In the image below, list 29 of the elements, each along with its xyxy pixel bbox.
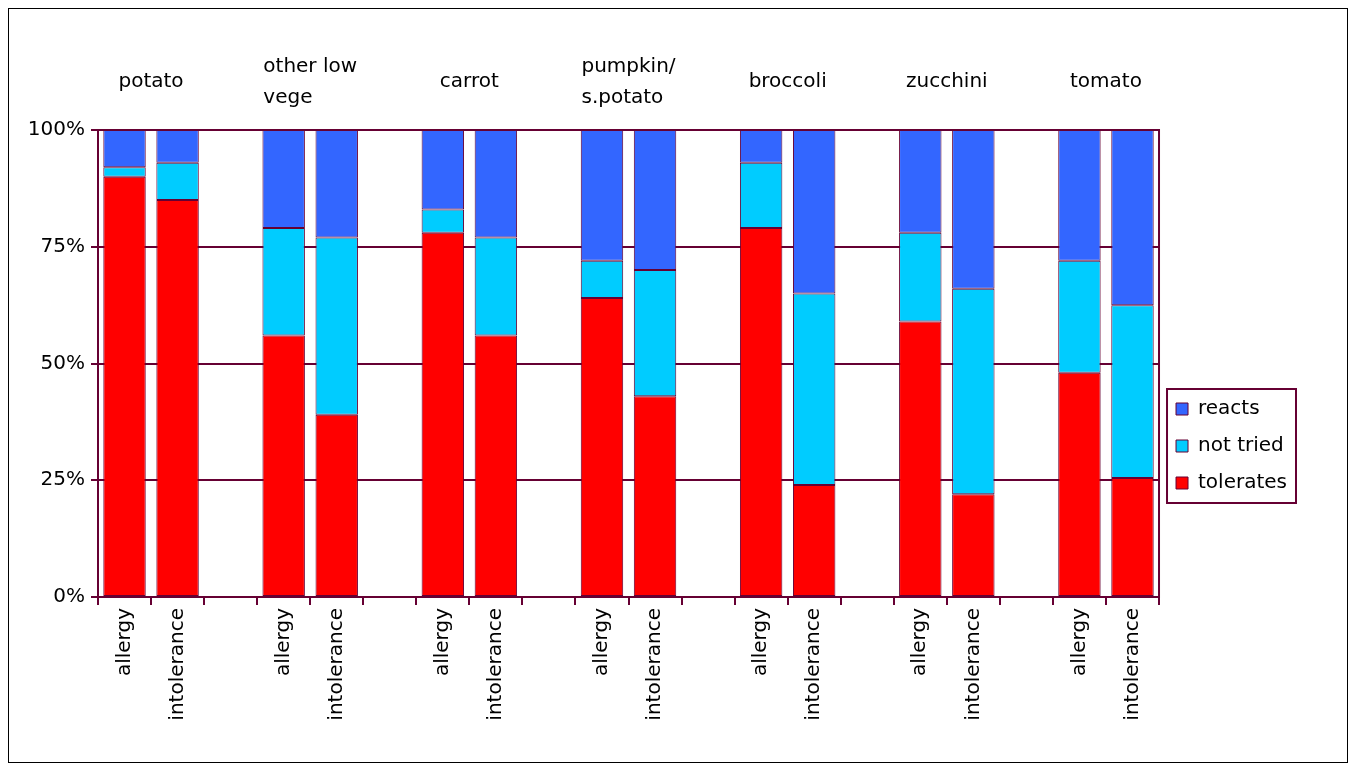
- x-tick-label: allergy: [906, 607, 931, 677]
- legend-label: not tried: [1198, 432, 1284, 457]
- x-tick-label: allergy: [110, 607, 135, 677]
- text: carrot: [439, 68, 500, 93]
- text: pumpkin/s.potato: [581, 52, 676, 108]
- x-tick-label: intolerance: [641, 608, 666, 721]
- x-tick-label: intolerance: [1118, 608, 1143, 721]
- legend-label: tolerates: [1198, 469, 1287, 494]
- x-tick-label: allergy: [1065, 607, 1090, 677]
- y-tick-label: 100%: [27, 116, 85, 141]
- x-tick-label: intolerance: [482, 608, 507, 721]
- y-tick-label: 25%: [40, 466, 85, 491]
- x-tick-label: allergy: [429, 607, 454, 677]
- y-tick-label: 0%: [53, 583, 85, 608]
- x-tick-label: intolerance: [959, 608, 984, 721]
- x-tick-label: allergy: [269, 607, 294, 677]
- y-tick-label: 50%: [40, 349, 85, 374]
- text: tomato: [1070, 68, 1142, 93]
- x-tick-label: intolerance: [800, 608, 825, 721]
- text: other low vege: [263, 52, 358, 108]
- x-tick-label: allergy: [747, 607, 772, 677]
- text: potato: [118, 68, 184, 93]
- x-tick-label: allergy: [588, 607, 613, 677]
- y-tick-label: 75%: [40, 232, 85, 257]
- x-tick-label: intolerance: [163, 608, 188, 721]
- text: zucchini: [906, 68, 988, 93]
- x-tick-label: intolerance: [322, 608, 347, 721]
- legend-label: reacts: [1198, 395, 1260, 420]
- text: broccoli: [748, 68, 827, 93]
